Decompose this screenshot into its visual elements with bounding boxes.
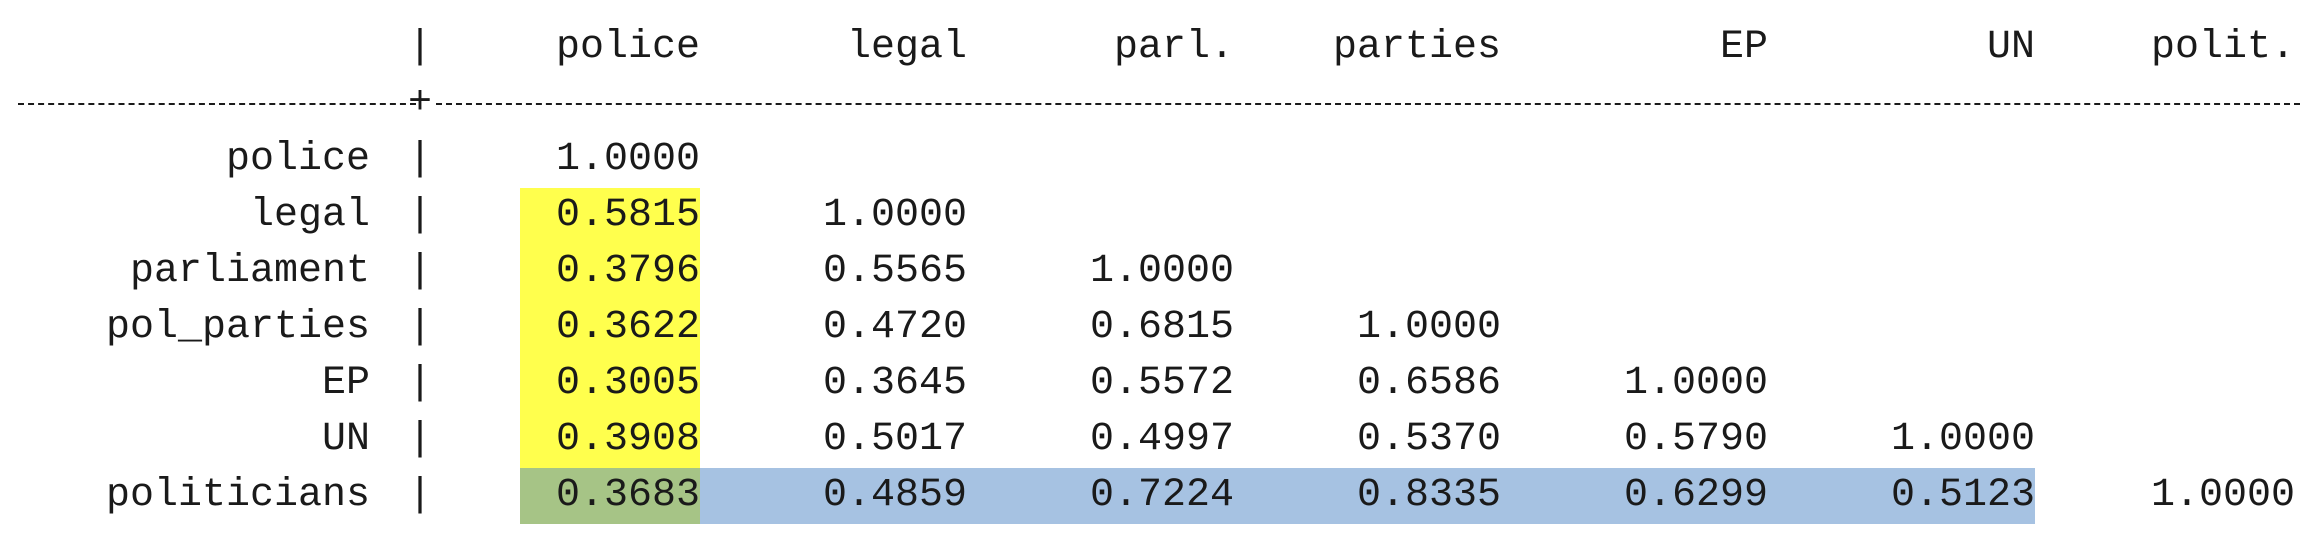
cell-legal-police: 0.5815 (520, 188, 700, 244)
cell-politicians-ep: 0.6299 (1501, 468, 1768, 524)
row-separator: | (407, 361, 432, 406)
cell-ep-legal: 0.3645 (822, 361, 967, 406)
row-label-pol-parties: pol_parties (105, 305, 370, 350)
rule-right (436, 103, 2300, 105)
cell-un-parl: 0.4997 (1089, 417, 1234, 462)
col-header-un: UN (1986, 25, 2035, 70)
cell-parliament-legal: 0.5565 (822, 249, 967, 294)
cell-un-parties: 0.5370 (1356, 417, 1501, 462)
cell-ep-parl: 0.5572 (1089, 361, 1234, 406)
cell-un-un: 1.0000 (1890, 417, 2035, 462)
row-separator: | (407, 249, 432, 294)
row-separator: | (407, 473, 432, 518)
cell-politicians-polit: 1.0000 (2150, 473, 2295, 518)
cell-parliament-police: 0.3796 (520, 244, 700, 300)
col-header-parties: parties (1332, 25, 1501, 70)
row-label-police: police (225, 137, 370, 182)
row-label-politicians: politicians (105, 473, 370, 518)
row-separator: | (407, 417, 432, 462)
col-header-legal: legal (846, 25, 967, 70)
header-separator: | (407, 25, 432, 70)
col-header-parl: parl. (1113, 25, 1234, 70)
cell-parties-parl: 0.6815 (1089, 305, 1234, 350)
row-separator: | (407, 137, 432, 182)
cell-un-legal: 0.5017 (822, 417, 967, 462)
cell-politicians-legal: 0.4859 (700, 468, 967, 524)
cell-ep-parties: 0.6586 (1356, 361, 1501, 406)
rule-left (18, 103, 416, 105)
col-header-ep: EP (1719, 25, 1768, 70)
col-header-polit: polit. (2150, 25, 2295, 70)
cell-police-police: 1.0000 (555, 137, 700, 182)
row-label-un: UN (321, 417, 370, 462)
rule-cross: + (407, 81, 432, 126)
row-label-ep: EP (321, 361, 370, 406)
col-header-police: police (555, 25, 700, 70)
cell-legal-legal: 1.0000 (822, 193, 967, 238)
cell-parties-police: 0.3622 (520, 300, 700, 356)
cell-politicians-parl: 0.7224 (967, 468, 1234, 524)
cell-parties-parties: 1.0000 (1356, 305, 1501, 350)
cell-politicians-parties: 0.8335 (1234, 468, 1501, 524)
cell-ep-police: 0.3005 (520, 356, 700, 412)
cell-politicians-un: 0.5123 (1768, 468, 2035, 524)
cell-un-ep: 0.5790 (1623, 417, 1768, 462)
cell-parliament-parl: 1.0000 (1089, 249, 1234, 294)
row-label-parliament: parliament (129, 249, 370, 294)
row-label-legal: legal (249, 193, 370, 238)
cell-parties-legal: 0.4720 (822, 305, 967, 350)
cell-ep-ep: 1.0000 (1623, 361, 1768, 406)
cell-politicians-police: 0.3683 (520, 468, 700, 524)
row-separator: | (407, 193, 432, 238)
cell-un-police: 0.3908 (520, 412, 700, 468)
row-separator: | (407, 305, 432, 350)
